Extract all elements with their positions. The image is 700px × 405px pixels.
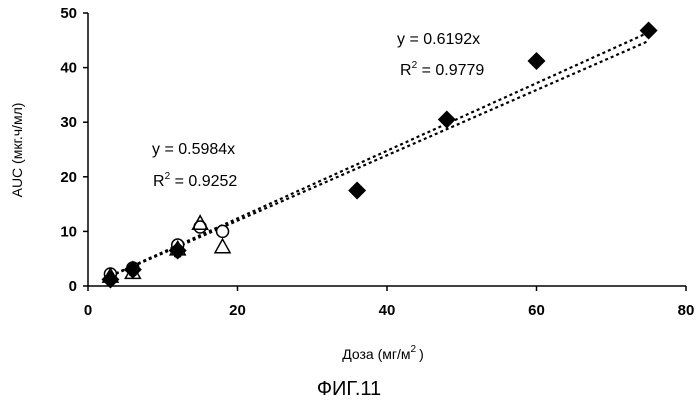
equation-upper: y = 0.6192x: [397, 31, 480, 48]
y-tick-label: 20: [60, 169, 77, 186]
x-axis-title-close: ): [419, 346, 424, 362]
y-axis-ticks: 0 10 20 30 40 50: [60, 5, 88, 295]
x-tick-label: 80: [678, 302, 695, 319]
x-tick-label: 60: [528, 302, 545, 319]
data-point-triangle: [215, 239, 230, 253]
figure-caption: ФИГ.11: [317, 378, 381, 400]
trendline-2: [110, 41, 648, 276]
y-tick-label: 0: [69, 278, 77, 295]
equation-lower: y = 0.5984x: [152, 141, 235, 158]
x-tick-label: 40: [379, 302, 396, 319]
x-tick-label: 0: [84, 302, 92, 319]
x-axis-title-sup: 2: [411, 344, 417, 355]
r2-upper: R2 = 0.9779: [400, 60, 484, 79]
data-point-diamond: [528, 52, 546, 70]
r2-lower: R2 = 0.9252: [153, 171, 237, 190]
r2-upper-value: = 0.9779: [417, 62, 484, 79]
y-tick-label: 30: [60, 114, 77, 131]
x-axis-title: Доза (мг/м2): [342, 344, 424, 362]
r2-lower-prefix: R: [153, 173, 165, 190]
r2-upper-prefix: R: [400, 62, 412, 79]
data-point-circle: [217, 225, 229, 237]
data-point-diamond: [348, 181, 366, 199]
equation-label-upper: y = 0.6192x R2 = 0.9779: [397, 31, 484, 79]
x-tick-label: 20: [229, 302, 246, 319]
y-axis-title: AUC (мкг.ч/мл): [9, 103, 25, 198]
data-point-diamond: [640, 21, 658, 39]
r2-lower-value: = 0.9252: [170, 173, 237, 190]
y-tick-label: 40: [60, 60, 77, 77]
y-tick-label: 50: [60, 5, 77, 22]
equation-label-lower: y = 0.5984x R2 = 0.9252: [152, 141, 237, 190]
x-axis-title-main: Доза (мг/м: [342, 346, 410, 362]
y-tick-label: 10: [60, 223, 77, 240]
x-axis-ticks: 0 20 40 60 80: [84, 286, 695, 319]
